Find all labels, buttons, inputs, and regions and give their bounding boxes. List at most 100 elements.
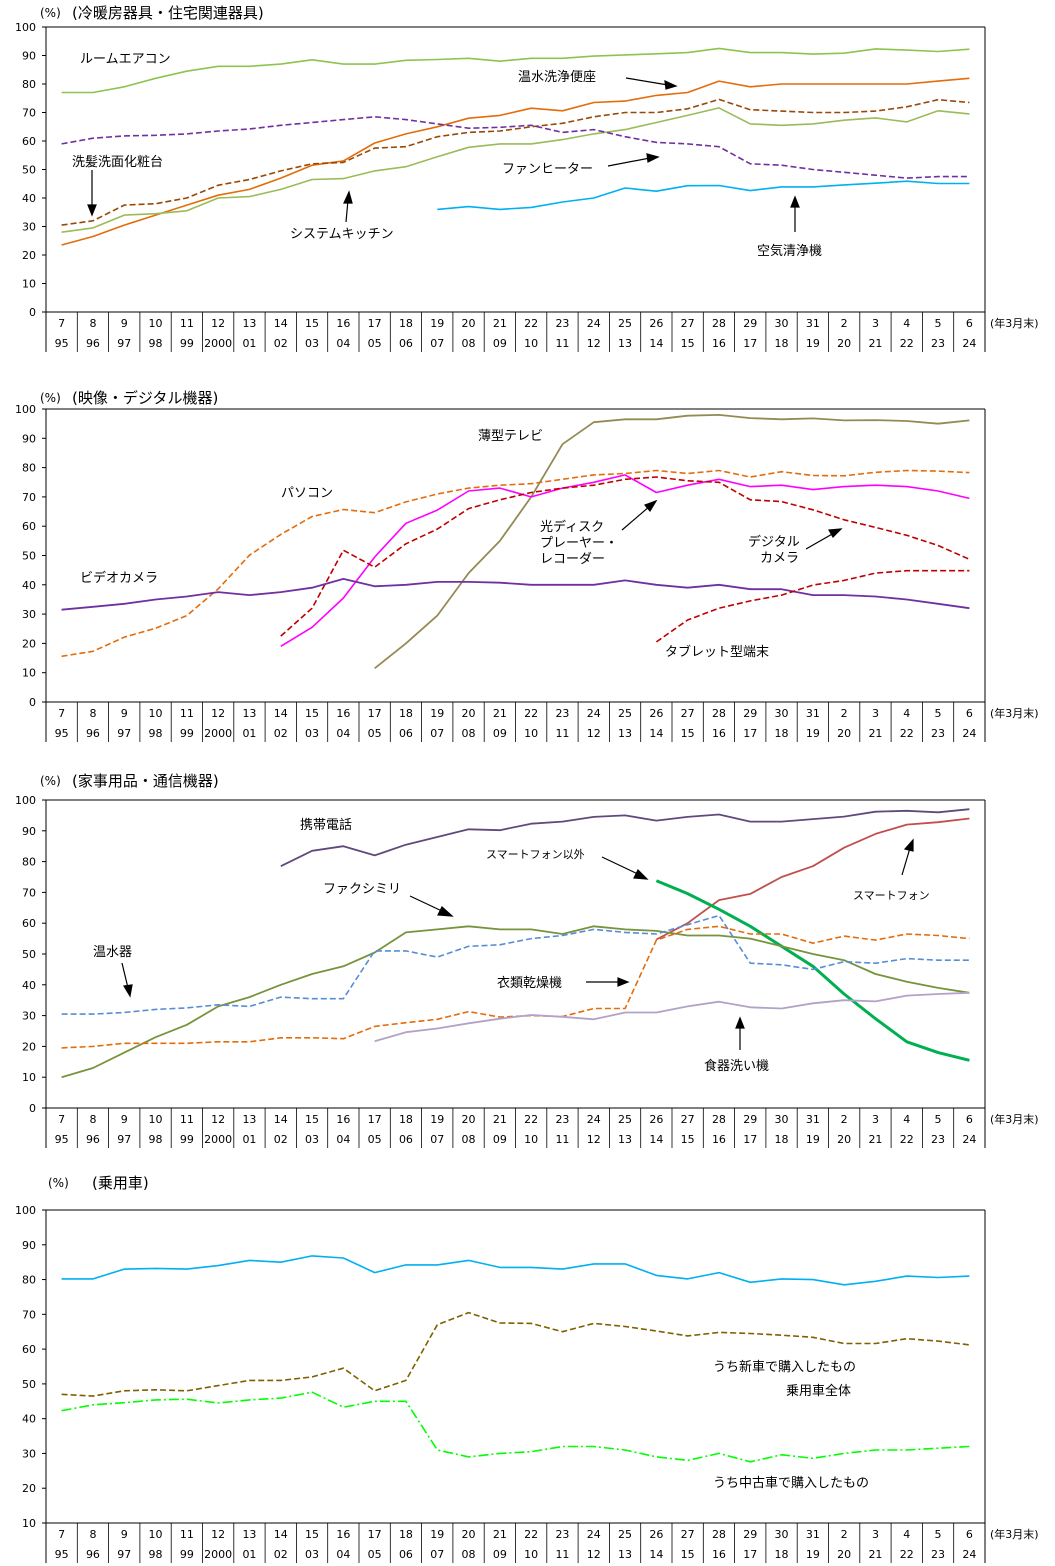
x-tick-label-bottom: 95 — [55, 727, 69, 740]
x-tick-label-bottom: 16 — [712, 1133, 726, 1146]
y-tick-label: 40 — [22, 192, 36, 205]
x-tick-label-top: 19 — [430, 317, 444, 330]
x-tick-label-bottom: 15 — [681, 337, 695, 350]
x-tick-label-top: 18 — [399, 1528, 413, 1541]
x-tick-label-bottom: 06 — [399, 1548, 413, 1561]
y-tick-label: 30 — [22, 221, 36, 234]
arrowhead-water-heater — [123, 984, 133, 998]
x-tick-label-top: 21 — [493, 317, 507, 330]
x-tick-label-bottom: 97 — [117, 1548, 131, 1561]
x-tick-label-bottom: 99 — [180, 727, 194, 740]
x-tick-label-bottom: 24 — [962, 1548, 976, 1561]
x-tick-label-bottom: 24 — [962, 337, 976, 350]
x-tick-label-bottom: 10 — [524, 1548, 538, 1561]
label-mobile-phone: 携帯電話 — [300, 817, 352, 833]
arrowhead-washlet — [664, 80, 678, 90]
panel-3-title: (家事用品・通信機器) — [72, 772, 219, 790]
x-tick-label-top: 8 — [89, 1528, 96, 1541]
y-tick-label: 80 — [22, 78, 36, 91]
y-tick-label: 80 — [22, 462, 36, 475]
x-tick-label-top: 23 — [555, 707, 569, 720]
x-tick-label-bottom: 04 — [336, 1548, 350, 1561]
x-unit-label: (年3月末) — [990, 706, 1039, 720]
x-tick-label-top: 13 — [242, 317, 256, 330]
arrowhead-fan-heater — [646, 153, 660, 163]
x-tick-label-top: 19 — [430, 707, 444, 720]
x-tick-label-bottom: 20 — [837, 1133, 851, 1146]
y-tick-label: 100 — [15, 21, 36, 34]
x-tick-label-bottom: 21 — [868, 337, 882, 350]
y-tick-label: 90 — [22, 825, 36, 838]
x-tick-label-bottom: 10 — [524, 337, 538, 350]
x-tick-label-bottom: 19 — [806, 1548, 820, 1561]
x-tick-label-bottom: 05 — [368, 727, 382, 740]
label-system-kitchen: システムキッチン — [290, 227, 394, 242]
x-tick-label-bottom: 22 — [900, 337, 914, 350]
series-line — [61, 47, 970, 94]
x-tick-label-top: 11 — [180, 707, 194, 720]
x-tick-label-bottom: 18 — [775, 727, 789, 740]
arrow-non-smartphone — [601, 856, 641, 876]
x-tick-label-top: 30 — [775, 707, 789, 720]
panel-4-axes: 1020304050607080901007958969971098119912… — [15, 1204, 1039, 1563]
x-tick-label-bottom: 01 — [242, 337, 256, 350]
x-tick-label-bottom: 23 — [931, 337, 945, 350]
x-tick-label-top: 7 — [58, 707, 65, 720]
y-tick-label: 10 — [22, 667, 36, 680]
chart-panel-heating-housing: (%) (冷暖房器具・住宅関連器具) 010203040506070809010… — [15, 4, 1039, 352]
x-tick-label-bottom: 17 — [743, 1548, 757, 1561]
y-tick-label: 70 — [22, 886, 36, 899]
x-tick-label-bottom: 02 — [274, 1548, 288, 1561]
x-tick-label-top: 30 — [775, 1113, 789, 1126]
x-tick-label-top: 14 — [274, 317, 288, 330]
x-tick-label-bottom: 96 — [86, 1133, 100, 1146]
panel-1-arrows — [87, 77, 800, 232]
x-tick-label-top: 6 — [966, 1528, 973, 1541]
arrow-water-heater — [121, 962, 129, 989]
x-tick-label-bottom: 15 — [681, 727, 695, 740]
y-tick-label: 70 — [22, 1308, 36, 1321]
y-tick-label: 80 — [22, 1274, 36, 1287]
arrowhead-optical-disc — [643, 499, 658, 513]
x-tick-label-top: 16 — [336, 1113, 350, 1126]
label-dishwasher: 食器洗い機 — [704, 1058, 769, 1074]
series-line — [61, 469, 970, 658]
series-line — [61, 925, 970, 1049]
series-line — [61, 98, 970, 226]
x-tick-label-top: 14 — [274, 707, 288, 720]
x-tick-label-top: 12 — [211, 317, 225, 330]
arrowhead-clothes-dryer — [617, 977, 630, 987]
label-tablet: タブレット型端末 — [665, 644, 769, 660]
label-air-purifier: 空気清浄機 — [757, 243, 822, 259]
panel-3-axes: 0102030405060708090100795896997109811991… — [15, 794, 1039, 1148]
x-tick-label-bottom: 07 — [430, 1548, 444, 1561]
x-tick-label-top: 13 — [242, 1528, 256, 1541]
x-tick-label-top: 7 — [58, 317, 65, 330]
label-washlet: 温水洗浄便座 — [518, 70, 596, 85]
x-tick-label-top: 2 — [841, 317, 848, 330]
x-tick-label-top: 19 — [430, 1528, 444, 1541]
label-smartphone: スマートフォン — [853, 889, 930, 902]
x-tick-label-top: 3 — [872, 1528, 879, 1541]
x-tick-label-bottom: 05 — [368, 337, 382, 350]
x-tick-label-bottom: 03 — [305, 1548, 319, 1561]
x-tick-label-bottom: 16 — [712, 727, 726, 740]
x-tick-label-top: 31 — [806, 707, 820, 720]
series-line — [280, 476, 970, 637]
arrowhead-dishwasher — [735, 1016, 745, 1029]
x-tick-label-top: 14 — [274, 1113, 288, 1126]
panel-3-series — [61, 808, 970, 1079]
label-flat-tv: 薄型テレビ — [478, 429, 543, 444]
label-optical-disc-1: 光ディスク — [540, 519, 604, 535]
x-tick-label-bottom: 09 — [493, 337, 507, 350]
x-tick-label-top: 13 — [242, 1113, 256, 1126]
x-tick-label-top: 31 — [806, 1528, 820, 1541]
series-line — [374, 413, 970, 670]
x-tick-label-bottom: 16 — [712, 1548, 726, 1561]
x-tick-label-bottom: 99 — [180, 1548, 194, 1561]
x-tick-label-bottom: 19 — [806, 1133, 820, 1146]
x-tick-label-top: 5 — [935, 1113, 942, 1126]
x-tick-label-bottom: 17 — [743, 1133, 757, 1146]
y-tick-label: 10 — [22, 1517, 36, 1530]
x-tick-label-top: 22 — [524, 1528, 538, 1541]
